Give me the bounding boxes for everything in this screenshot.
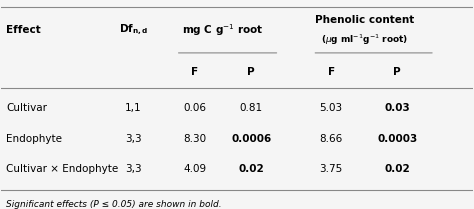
Text: F: F [191, 67, 198, 77]
Text: 0.0003: 0.0003 [377, 134, 417, 144]
Text: 5.03: 5.03 [319, 103, 343, 113]
Text: Cultivar: Cultivar [6, 103, 47, 113]
Text: Effect: Effect [6, 25, 41, 35]
Text: 0.81: 0.81 [239, 103, 263, 113]
Text: mg C g$^{-1}$ root: mg C g$^{-1}$ root [182, 22, 264, 38]
Text: F: F [328, 67, 335, 77]
Text: Phenolic content: Phenolic content [315, 15, 414, 25]
Text: 1,1: 1,1 [125, 103, 142, 113]
Text: 0.0006: 0.0006 [231, 134, 271, 144]
Text: 8.66: 8.66 [319, 134, 343, 144]
Text: 0.06: 0.06 [183, 103, 206, 113]
Text: 0.03: 0.03 [384, 103, 410, 113]
Text: 8.30: 8.30 [183, 134, 206, 144]
Text: Endophyte: Endophyte [6, 134, 62, 144]
Text: 4.09: 4.09 [183, 164, 206, 174]
Text: 3,3: 3,3 [125, 164, 142, 174]
Text: 3.75: 3.75 [319, 164, 343, 174]
Text: P: P [393, 67, 401, 77]
Text: P: P [247, 67, 255, 77]
Text: 3,3: 3,3 [125, 134, 142, 144]
Text: ($\mu$g ml$^{-1}$g$^{-1}$ root): ($\mu$g ml$^{-1}$g$^{-1}$ root) [320, 32, 408, 47]
Text: Significant effects (P ≤ 0.05) are shown in bold.: Significant effects (P ≤ 0.05) are shown… [6, 200, 222, 209]
Text: 0.02: 0.02 [384, 164, 410, 174]
Text: Cultivar × Endophyte: Cultivar × Endophyte [6, 164, 118, 174]
Text: 0.02: 0.02 [238, 164, 264, 174]
Text: Df$_{\mathregular{n,d}}$: Df$_{\mathregular{n,d}}$ [118, 23, 148, 37]
